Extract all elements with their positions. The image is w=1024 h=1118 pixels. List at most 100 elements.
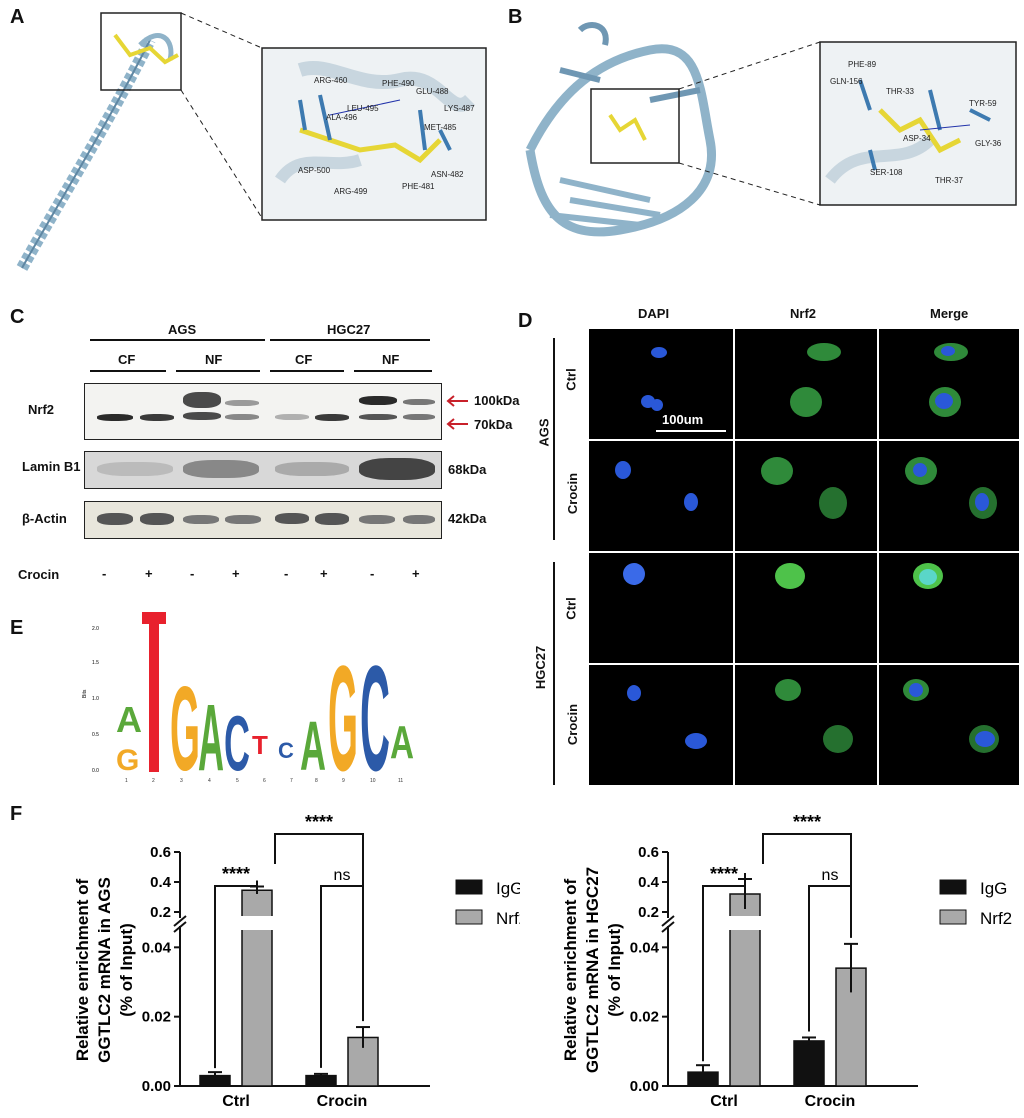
kda-label: 68kDa — [448, 462, 487, 477]
scale-bar — [656, 430, 726, 432]
significance-bracket — [702, 873, 746, 1062]
svg-text:10: 10 — [370, 778, 376, 784]
micrograph-nrf2 — [734, 328, 878, 440]
micrograph-dapi — [588, 328, 734, 440]
micrograph-dapi — [588, 440, 734, 552]
bar-break-gap — [240, 916, 274, 930]
treatment-sign: - — [190, 566, 195, 581]
residue-label: PHE-490 — [382, 79, 415, 88]
logo-letter: C — [224, 699, 250, 787]
svg-text:3: 3 — [180, 778, 183, 784]
panel-label-d: D — [518, 310, 533, 332]
y-tick-label: 0.2 — [150, 904, 171, 921]
svg-text:0.0: 0.0 — [92, 768, 99, 774]
svg-text:7: 7 — [290, 778, 293, 784]
fraction-label: NF — [205, 352, 223, 367]
scale-bar-label: 100um — [662, 412, 704, 427]
svg-text:5: 5 — [236, 778, 239, 784]
bar-igg — [793, 1040, 825, 1087]
logo-letter: A — [198, 685, 224, 790]
residue-label: TYR-59 — [969, 99, 997, 108]
treatment-sign: - — [370, 566, 375, 581]
residue-label: LYS-487 — [444, 104, 475, 113]
svg-text:Bits: Bits — [82, 689, 88, 698]
micrograph-merge — [878, 328, 1020, 440]
legend-label: IgG — [496, 879, 520, 898]
channel-label: Nrf2 — [790, 306, 817, 321]
panel-a-structure — [16, 12, 487, 271]
y-tick-label: 0.4 — [638, 874, 660, 891]
logo-letter: A — [116, 699, 142, 740]
svg-text:8: 8 — [315, 778, 318, 784]
x-tick-label: Ctrl — [710, 1093, 738, 1110]
panel-label-b: B — [508, 6, 523, 28]
significance-label: **** — [793, 812, 821, 832]
kda-label: 100kDa — [474, 393, 520, 408]
treatment-sign: + — [412, 566, 420, 581]
legend-swatch — [455, 909, 483, 925]
residue-label: PHE-89 — [848, 60, 877, 69]
residue-label: ASP-34 — [903, 134, 931, 143]
treatment-sign: + — [320, 566, 328, 581]
y-axis-label: GGTLC2 mRNA in AGS — [95, 877, 114, 1063]
logo-letter: C — [360, 634, 390, 790]
micrograph-dapi — [588, 552, 734, 664]
svg-text:1.5: 1.5 — [92, 660, 99, 666]
y-tick-label: 0.6 — [638, 844, 659, 861]
svg-text:1.0: 1.0 — [92, 696, 99, 702]
chart-hgc27: 0.00 0.02 0.04 0.2 0.4 0.6 Relative enrichment… — [561, 812, 1012, 1110]
x-tick-label: Crocin — [317, 1093, 368, 1110]
y-axis-label: (% of Input) — [605, 923, 624, 1016]
legend-swatch — [939, 909, 967, 925]
lamin-blot — [84, 451, 442, 489]
y-axis-label: Relative enrichment of — [561, 878, 580, 1061]
residue-label: GLY-36 — [975, 139, 1002, 148]
panel-c-lines — [90, 339, 468, 430]
axis-break — [173, 915, 187, 927]
svg-text:9: 9 — [342, 778, 345, 784]
row-label: Crocin — [565, 703, 581, 746]
significance-label: **** — [222, 864, 250, 884]
micrograph-merge — [878, 552, 1020, 664]
significance-bracket — [808, 885, 852, 1032]
panel-label-a: A — [10, 6, 25, 28]
bar-nrf2 — [835, 967, 867, 1087]
y-tick-label: 0.4 — [150, 874, 172, 891]
treatment-sign: + — [232, 566, 240, 581]
residue-label: ALA-496 — [326, 113, 358, 122]
svg-text:2.0: 2.0 — [92, 626, 99, 632]
logo-letter: A — [300, 707, 326, 785]
cell-line-label: HGC27 — [327, 322, 371, 337]
treatment-sign: - — [102, 566, 107, 581]
legend-swatch — [455, 879, 483, 895]
panel-label-c: C — [10, 306, 25, 328]
row-label: Ctrl — [563, 597, 579, 620]
significance-label: ns — [822, 867, 839, 884]
ligand-sticks — [113, 33, 179, 65]
svg-text:4: 4 — [208, 778, 211, 784]
y-axis-label: Relative enrichment of — [73, 878, 92, 1061]
residue-label: MET-485 — [424, 123, 457, 132]
panel-b-structure — [525, 22, 1017, 237]
fraction-label: CF — [295, 352, 313, 367]
residue-label: LEU-495 — [347, 104, 379, 113]
residue-label: GLU-488 — [416, 87, 449, 96]
chart-ags: 0.00 0.02 0.04 0.2 0.4 0.6 Relative enrichment… — [73, 812, 520, 1110]
micrograph-nrf2 — [734, 440, 878, 552]
y-tick-label: 0.04 — [630, 939, 660, 956]
axis-break — [661, 915, 675, 927]
residue-label: SER-108 — [870, 168, 903, 177]
y-tick-label: 0.02 — [142, 1009, 171, 1026]
row-label: Crocin — [565, 472, 581, 515]
micrograph-nrf2 — [734, 664, 878, 786]
significance-bracket — [274, 833, 364, 886]
fraction-label: NF — [382, 352, 400, 367]
x-tick-label: Crocin — [805, 1093, 856, 1110]
logo-letter: A — [390, 716, 414, 768]
zoom-box — [100, 12, 182, 91]
cell-line-label: HGC27 — [533, 645, 549, 690]
svg-text:1: 1 — [125, 778, 128, 784]
y-axis-label: (% of Input) — [117, 923, 136, 1016]
svg-text:6: 6 — [263, 778, 266, 784]
blot-row-label: Nrf2 — [28, 402, 55, 417]
